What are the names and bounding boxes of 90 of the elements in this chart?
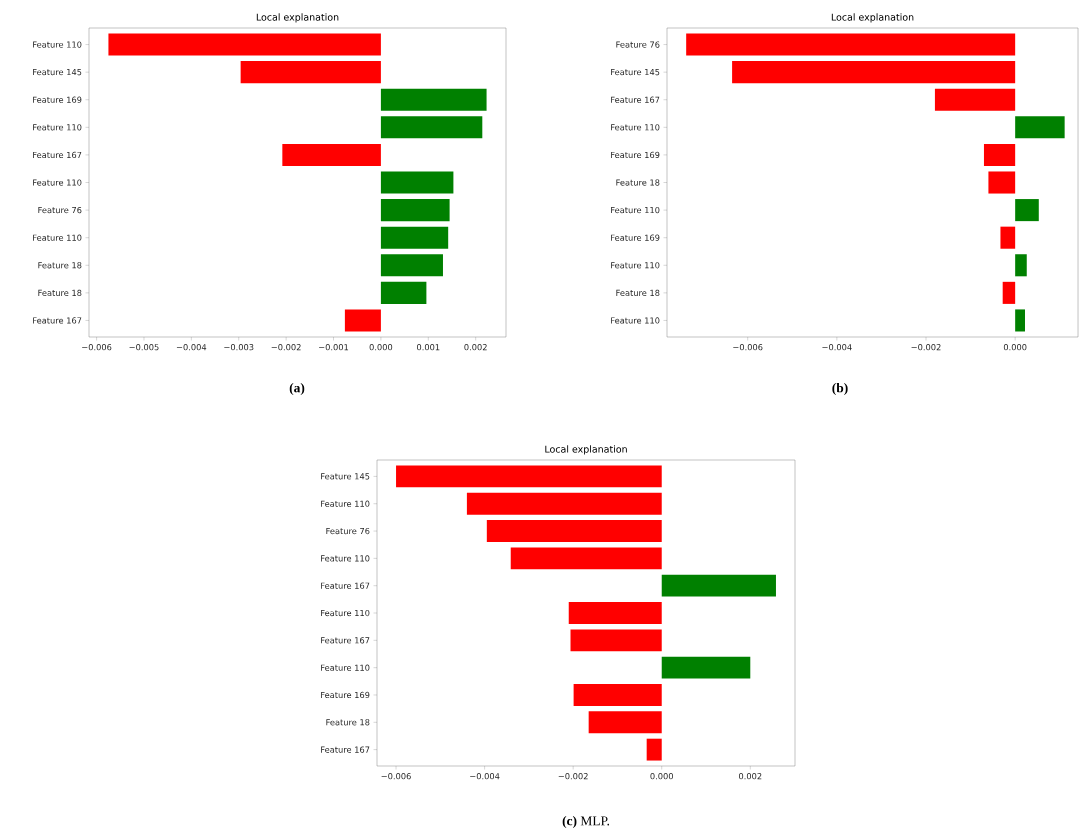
y-tick-label: Feature 110: [321, 555, 370, 562]
x-tick-label: 0.000: [650, 773, 673, 780]
x-tick-label: 0.001: [417, 344, 440, 351]
bar: [380, 88, 487, 111]
text: (c) MLP.: [562, 815, 610, 829]
bar: [661, 656, 751, 679]
x-tick-label: −0.006: [733, 344, 763, 351]
bar: [983, 143, 1016, 166]
x-tick-label: −0.006: [82, 344, 112, 351]
bar: [732, 61, 1016, 84]
y-tick-label: Feature 167: [611, 96, 660, 103]
x-tick-label: −0.001: [319, 344, 349, 351]
y-tick-label: Feature 167: [321, 746, 370, 753]
y-tick-label: Feature 110: [611, 317, 660, 324]
bar: [686, 33, 1016, 56]
bar: [1015, 116, 1065, 139]
text: (a): [289, 382, 305, 396]
y-tick-label: Feature 145: [321, 473, 370, 480]
y-tick-label: Feature 169: [33, 96, 82, 103]
x-tick-label: −0.004: [470, 773, 500, 780]
y-tick-label: Feature 110: [321, 609, 370, 617]
y-tick-label: Feature 110: [321, 500, 370, 507]
y-tick-label: Feature 110: [33, 234, 82, 241]
y-tick-label: Feature 169: [611, 151, 660, 159]
bar: [568, 602, 662, 624]
bar: [380, 171, 454, 194]
bar: [396, 465, 662, 488]
x-tick-label: 0.000: [369, 344, 393, 351]
bar: [240, 61, 381, 84]
y-tick-label: Feature 167: [33, 151, 82, 159]
y-tick-label: Feature 76: [326, 527, 370, 535]
bar: [988, 171, 1016, 194]
y-tick-label: Feature 18: [38, 262, 82, 269]
bar: [573, 684, 662, 706]
y-tick-label: Feature 76: [38, 206, 82, 214]
y-tick-label: Feature 169: [611, 234, 660, 241]
bar: [380, 281, 427, 304]
y-tick-label: Feature 167: [321, 582, 370, 589]
y-tick-label: Feature 167: [321, 637, 370, 644]
x-tick-label: −0.002: [558, 773, 588, 780]
x-tick-label: −0.006: [381, 773, 411, 780]
y-tick-label: Feature 145: [33, 69, 82, 76]
y-tick-label: Feature 18: [616, 289, 660, 296]
bar: [1015, 254, 1027, 277]
y-tick-label: Feature 145: [611, 69, 660, 76]
bar: [1015, 309, 1025, 332]
y-tick-label: Feature 18: [616, 179, 660, 186]
bar: [661, 574, 776, 597]
x-tick-label: −0.002: [271, 344, 301, 351]
chart-title: Local explanation: [545, 445, 627, 455]
y-tick-label: Feature 169: [321, 691, 370, 699]
y-tick-label: Feature 110: [611, 206, 660, 214]
y-tick-label: Feature 76: [616, 41, 660, 48]
x-tick-label: −0.003: [224, 344, 254, 351]
bar: [570, 629, 662, 652]
chart-title: Local explanation: [256, 13, 339, 23]
bar: [510, 547, 662, 570]
y-tick-label: Feature 110: [321, 664, 370, 671]
bar: [1002, 281, 1016, 304]
bar: [1015, 199, 1039, 222]
bar: [282, 143, 381, 166]
bar: [466, 492, 662, 515]
bar: [1000, 226, 1016, 249]
y-tick-label: Feature 110: [611, 262, 660, 269]
text: (b): [832, 382, 848, 396]
y-tick-label: Feature 110: [33, 179, 82, 186]
y-tick-label: Feature 167: [33, 317, 82, 324]
x-tick-label: 0.000: [1003, 344, 1027, 351]
bar: [380, 254, 443, 277]
bar: [646, 738, 662, 761]
y-tick-label: Feature 18: [326, 719, 370, 726]
y-tick-label: Feature 110: [33, 124, 82, 131]
bar: [380, 116, 483, 139]
bar: [588, 711, 662, 734]
bar: [486, 520, 662, 542]
y-tick-label: Feature 110: [33, 41, 82, 48]
x-tick-label: −0.005: [129, 344, 159, 351]
bar: [934, 88, 1016, 111]
chart-title: Local explanation: [831, 13, 914, 23]
bar: [380, 199, 450, 222]
y-tick-label: Feature 110: [611, 124, 660, 131]
x-tick-label: 0.002: [464, 344, 487, 351]
x-tick-label: −0.002: [911, 344, 941, 351]
bar: [380, 226, 449, 249]
x-tick-label: 0.002: [739, 773, 762, 780]
x-tick-label: −0.004: [822, 344, 852, 351]
x-tick-label: −0.004: [176, 344, 207, 351]
y-tick-label: Feature 18: [38, 289, 82, 296]
bar: [344, 309, 381, 332]
bar: [108, 33, 381, 56]
